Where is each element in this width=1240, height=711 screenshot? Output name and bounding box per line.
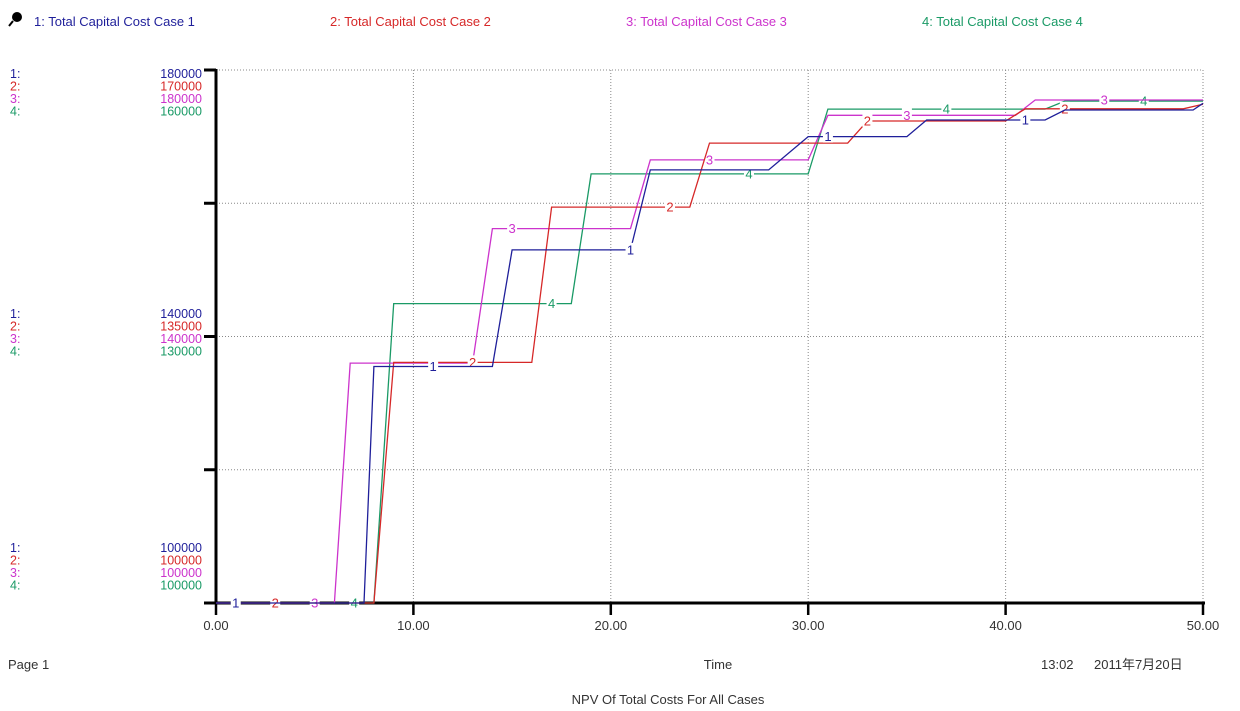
x-tick-label-1: 10.00 — [397, 618, 430, 633]
y-label-series-2-bottom-num: 2: — [10, 554, 20, 568]
legend: 1: Total Capital Cost Case 1 2: Total Cap… — [34, 14, 1083, 29]
x-axis-title: Time — [704, 657, 732, 672]
y-label-series-2-mid: 135000 — [160, 320, 202, 334]
series-1-label-bg-1 — [428, 359, 439, 373]
series-1: 1 1 1 1 1 — [216, 102, 1204, 611]
footer-time: 13:02 — [1041, 657, 1074, 672]
axes — [204, 68, 1205, 615]
series-2-label-bg-4 — [1059, 101, 1070, 115]
y-label-series-3-top-num: 3: — [10, 92, 20, 106]
series-2-label-3: 2 — [864, 114, 871, 129]
series-1-label-bg-4 — [1020, 112, 1031, 126]
y-label-series-1-top-num: 1: — [10, 67, 20, 81]
legend-item-2: 2: Total Capital Cost Case 2 — [330, 14, 491, 29]
y-label-series-2-mid-num: 2: — [10, 320, 20, 334]
series-2-label-bg-3 — [862, 114, 873, 128]
series-4-label-3: 4 — [943, 102, 950, 117]
x-tick-label-0: 0.00 — [203, 618, 228, 633]
x-axis-labels: 0.00 10.00 20.00 30.00 40.00 50.00 — [203, 618, 1219, 633]
y-label-series-4-bottom: 100000 — [160, 579, 202, 593]
series-1-label-4: 1 — [1022, 112, 1029, 127]
x-tick-label-4: 40.00 — [989, 618, 1022, 633]
series-1-label-bg-2 — [625, 242, 636, 256]
series-2-line — [216, 103, 1204, 604]
page-label: Page 1 — [8, 657, 49, 672]
series-1-label-2: 1 — [627, 242, 634, 257]
y-label-series-1-bottom-num: 1: — [10, 541, 20, 555]
y-label-series-2-top-num: 2: — [10, 80, 20, 94]
series-2-label-bg-2 — [665, 200, 676, 214]
series-3-label-bg-3 — [901, 108, 912, 122]
legend-item-3: 3: Total Capital Cost Case 3 — [626, 14, 787, 29]
x-tick-label-2: 20.00 — [595, 618, 628, 633]
y-label-series-4-top-num: 4: — [10, 105, 20, 119]
series-3-label-4: 3 — [1101, 92, 1108, 107]
y-label-series-3-bottom: 100000 — [160, 566, 202, 580]
series-3-label-3: 3 — [903, 108, 910, 123]
series-3-label-bg-4 — [1099, 92, 1110, 106]
y-label-series-2-bottom: 100000 — [160, 554, 202, 568]
series-1-line — [216, 102, 1204, 604]
y-label-series-4-top: 160000 — [160, 105, 202, 119]
legend-item-4: 4: Total Capital Cost Case 4 — [922, 14, 1083, 29]
series-3-label-1: 3 — [508, 221, 515, 236]
series-4-label-bg-3 — [941, 102, 952, 116]
y-label-series-4-mid-num: 4: — [10, 345, 20, 359]
legend-item-1: 1: Total Capital Cost Case 1 — [34, 14, 195, 29]
y-label-series-4-mid: 130000 — [160, 345, 202, 359]
series-1-label-1: 1 — [430, 359, 437, 374]
y-label-series-4-bottom-num: 4: — [10, 579, 20, 593]
series-4-line — [216, 100, 1203, 604]
series-1-label-3: 1 — [824, 129, 831, 144]
series-1-label-0: 1 — [232, 596, 239, 611]
y-label-series-1-bottom: 100000 — [160, 541, 202, 555]
series-3-label-bg-2 — [704, 152, 715, 166]
series-2-label-4: 2 — [1061, 101, 1068, 116]
chart-title: NPV Of Total Costs For All Cases — [572, 692, 765, 707]
series-1-label-bg-3 — [822, 129, 833, 143]
series-1-label-bg-0 — [230, 596, 241, 609]
series-4-label-1: 4 — [548, 296, 555, 311]
footer-date: 2011年7月20日 — [1094, 657, 1183, 672]
y-label-series-1-top: 180000 — [160, 67, 202, 81]
y-label-series-1-mid: 140000 — [160, 307, 202, 321]
y-label-series-1-mid-num: 1: — [10, 307, 20, 321]
grid — [215, 69, 1204, 603]
series-4-label-bg-2 — [743, 166, 754, 180]
y-label-series-2-top: 170000 — [160, 80, 202, 94]
y-label-series-3-top: 180000 — [160, 92, 202, 106]
y-label-series-3-bottom-num: 3: — [10, 566, 20, 580]
series-3-line — [216, 99, 1203, 604]
series-2-label-2: 2 — [666, 200, 673, 215]
x-tick-label-3: 30.00 — [792, 618, 825, 633]
series-4-label-bg-1 — [546, 296, 557, 310]
x-tick-label-5: 50.00 — [1187, 618, 1220, 633]
series-4-label-4: 4 — [1140, 94, 1147, 109]
series-3-label-2: 3 — [706, 152, 713, 167]
y-label-series-3-mid: 140000 — [160, 332, 202, 346]
y-label-series-3-mid-num: 3: — [10, 332, 20, 346]
series-2-label-1: 2 — [469, 355, 476, 370]
series-2-label-bg-1 — [467, 355, 478, 369]
series-3-label-bg-1 — [507, 221, 518, 235]
y-axis-labels: 1: 180000 2: 170000 3: 180000 4: 160000 1: 140000… — [10, 67, 202, 593]
series-4-label-2: 4 — [745, 166, 752, 181]
pin-icon — [8, 12, 22, 27]
